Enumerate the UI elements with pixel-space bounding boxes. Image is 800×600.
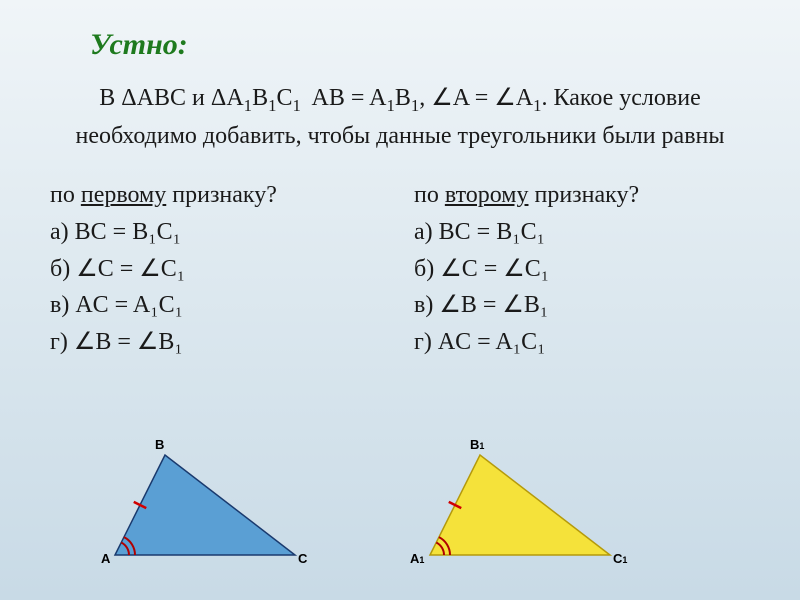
left-option-d: г) ∠B = ∠B₁ xyxy=(50,325,386,360)
right-q-pre: по xyxy=(414,182,445,208)
page-title: Устно: xyxy=(90,28,760,62)
left-q-post: признаку? xyxy=(166,182,277,208)
left-option-b: б) ∠C = ∠C₁ xyxy=(50,252,386,287)
left-option-c: в) AC = A₁C₁ xyxy=(50,288,386,323)
left-question: по первому признаку? xyxy=(50,178,386,213)
right-question: по второму признаку? xyxy=(414,178,750,213)
t1-label-B: B xyxy=(155,437,164,452)
t1-label-C: C xyxy=(298,551,307,566)
options-columns: по первому признаку? а) BC = B₁C₁ б) ∠C … xyxy=(40,178,760,362)
left-q-pre: по xyxy=(50,182,81,208)
right-option-c: в) ∠B = ∠B₁ xyxy=(414,288,750,323)
right-option-a: а) BC = B₁C₁ xyxy=(414,215,750,250)
right-column: по второму признаку? а) BC = B₁C₁ б) ∠C … xyxy=(414,178,750,362)
problem-statement: В ΔABC и ΔA1B1C1 AB = A1B1, ∠A = ∠A1. Ка… xyxy=(40,80,760,154)
t1-label-A: A xyxy=(101,551,110,566)
right-q-post: признаку? xyxy=(528,182,639,208)
left-column: по первому признаку? а) BC = B₁C₁ б) ∠C … xyxy=(50,178,386,362)
t2-label-A: A1 xyxy=(410,551,424,566)
right-option-d: г) AC = A₁C₁ xyxy=(414,325,750,360)
t2-label-C: C1 xyxy=(613,551,627,566)
t2-label-B: B1 xyxy=(470,437,484,452)
left-q-word: первому xyxy=(81,182,166,208)
right-q-word: второму xyxy=(445,182,529,208)
left-option-a: а) BC = B₁C₁ xyxy=(50,215,386,250)
right-option-b: б) ∠C = ∠C₁ xyxy=(414,252,750,287)
